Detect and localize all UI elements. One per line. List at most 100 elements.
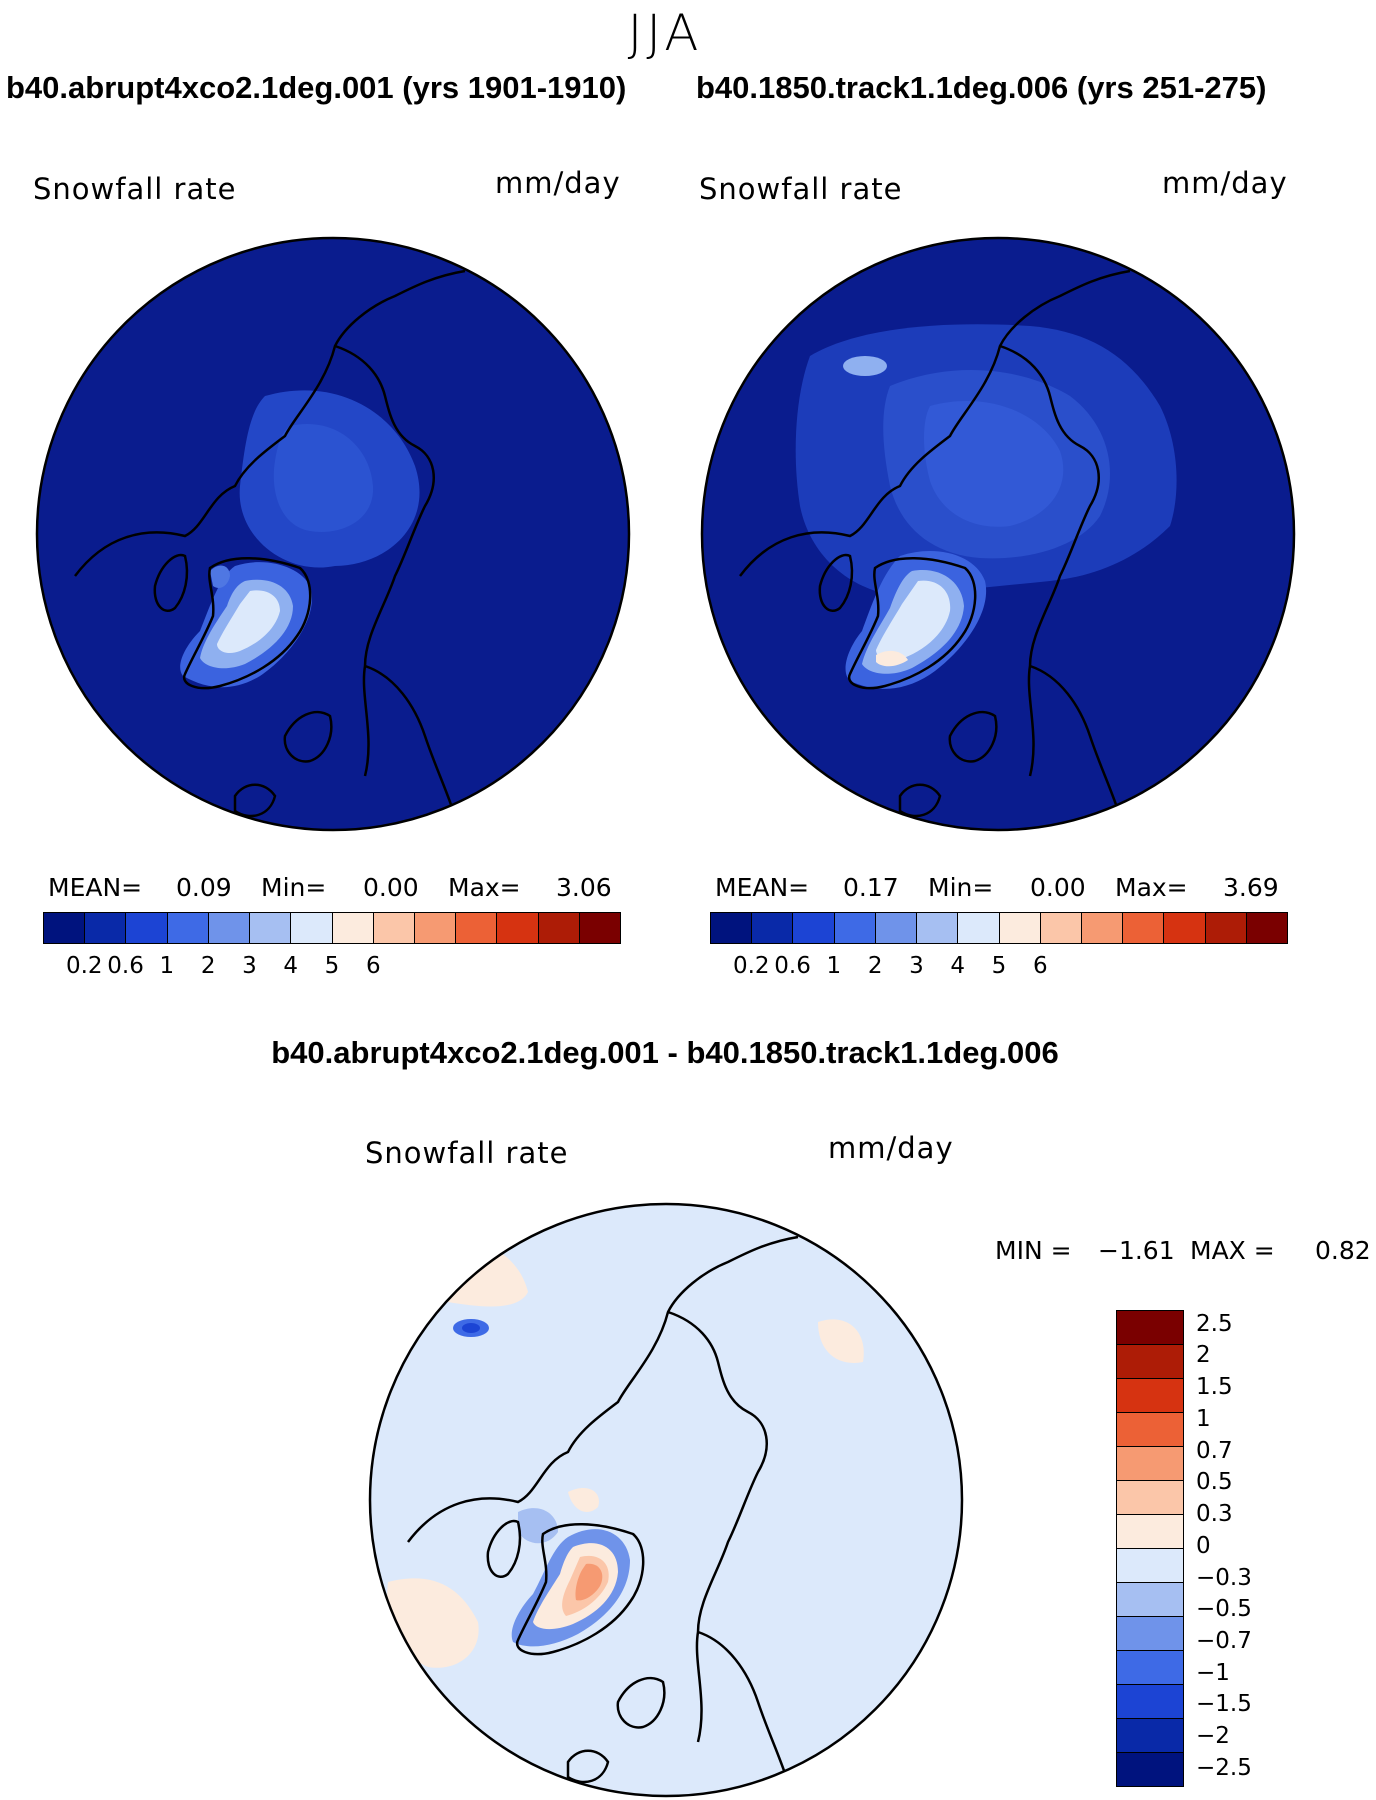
panel-1-colorbar-box-0: [44, 913, 86, 943]
panel-3-colorbar-box-2: [1117, 1379, 1183, 1413]
panel-1-colorbar-box-7: [332, 913, 374, 943]
panel-2-colorbar-box-2: [793, 913, 835, 943]
panel-2-max-value: 3.69: [1223, 873, 1279, 902]
panel-2-colorbar-tick-label: 6: [1032, 953, 1048, 979]
panel-3-colorbar-box-10: [1117, 1651, 1183, 1685]
panel-1-colorbar-ticks: 0.2 0.6 1 2 3 4 5 6: [43, 953, 621, 983]
panel-3-positive-patch-west: [387, 1578, 479, 1668]
panel-3-colorbar-box-13: [1117, 1753, 1183, 1786]
panel-2-colorbar-box-11: [1164, 913, 1206, 943]
panel-3-coastlines: [407, 1235, 799, 1784]
panel-1-title: b40.abrupt4xco2.1deg.001 (yrs 1901-1910): [6, 70, 627, 105]
panel-1-colorbar-tick-label: 2: [200, 953, 216, 979]
panel-2-colorbar-box-13: [1246, 913, 1288, 943]
panel-1-colorbar-box-11: [497, 913, 539, 943]
panel-3-colorbar-box-1: [1117, 1345, 1183, 1379]
panel-2-max-label: Max=: [1115, 873, 1188, 902]
panel-2-arctic-core: [924, 401, 1064, 527]
panel-3-colorbar-box-12: [1117, 1719, 1183, 1753]
panel-1-variable-label: Snowfall rate: [33, 172, 237, 206]
panel-1-coastlines: [74, 269, 466, 818]
panel-2-colorbar-box-10: [1123, 913, 1165, 943]
panel-2-title: b40.1850.track1.1deg.006 (yrs 251-275): [696, 70, 1267, 105]
panel-2-colorbar-box-5: [917, 913, 959, 943]
panel-1-units-label: mm/day: [495, 166, 621, 200]
panel-1-baffin-field: [210, 565, 230, 588]
panel-1-colorbar-tick-label: 4: [283, 953, 299, 979]
panel-2-min-label: Min=: [928, 873, 994, 902]
panel-3-colorbar-box-6: [1117, 1515, 1183, 1549]
panel-1-colorbar-tick-label: 0.6: [107, 953, 144, 979]
panel-2-colorbar-tick-label: 2: [867, 953, 883, 979]
panel-3-colorbar-tick-label: 0.3: [1196, 1501, 1233, 1528]
panel-3-colorbar-tick-label: −0.3: [1196, 1564, 1252, 1591]
panel-3-greenland-positive-core: [575, 1563, 603, 1601]
panel-1-colorbar-tick-label: 6: [365, 953, 381, 979]
panel-2-colorbar-box-4: [875, 913, 918, 943]
panel-3-colorbar-tick-label: 0.7: [1196, 1437, 1233, 1464]
panel-1-colorbar-box-12: [538, 913, 580, 943]
panel-2-mean-value: 0.17: [843, 873, 899, 902]
panel-1-colorbar-box-2: [126, 913, 168, 943]
panel-3-minmax: MIN = −1.61 MAX = 0.82: [995, 1236, 1375, 1266]
panel-3-colorbar-box-7: [1117, 1549, 1183, 1583]
panel-2-colorbar-tick-label: 4: [950, 953, 966, 979]
panel-3-colorbar-box-5: [1117, 1481, 1183, 1515]
panel-2-colorbar-tick-label: 3: [909, 953, 924, 979]
panel-2-map-border: [700, 236, 1296, 832]
panel-3-colorbar-tick-label: 1: [1196, 1405, 1211, 1432]
panel-3-colorbar-box-9: [1117, 1617, 1183, 1651]
panel-2-colorbar-box-9: [1081, 913, 1124, 943]
panel-1-colorbar: [43, 912, 621, 944]
difference-panel-title: b40.abrupt4xco2.1deg.001 - b40.1850.trac…: [271, 1035, 1059, 1070]
panel-3-min-value: −1.61: [1098, 1236, 1175, 1265]
panel-1-map-border: [35, 236, 631, 832]
panel-2-units-label: mm/day: [1162, 166, 1288, 200]
panel-1-colorbar-tick-label: 1: [159, 953, 175, 979]
panel-3-colorbar-tick-label: 0.5: [1196, 1469, 1233, 1496]
panel-1-colorbar-box-8: [373, 913, 415, 943]
panel-2-min-value: 0.00: [1030, 873, 1086, 902]
panel-2-colorbar-box-8: [1040, 913, 1082, 943]
panel-2-colorbar-box-6: [958, 913, 1000, 943]
panel-1-min-label: Min=: [261, 873, 327, 902]
panel-1-min-value: 0.00: [363, 873, 419, 902]
panel-3-negative-patch: [518, 1508, 558, 1544]
panel-1-colorbar-box-6: [291, 913, 333, 943]
panel-2-colorbar-tick-label: 0.2: [732, 953, 770, 979]
panel-1-colorbar-box-13: [579, 913, 621, 943]
panel-3-variable-label: Snowfall rate: [365, 1136, 569, 1170]
panel-2-colorbar-box-3: [834, 913, 876, 943]
panel-1-colorbar-tick-label: 3: [242, 953, 257, 979]
panel-1-colorbar-box-10: [456, 913, 498, 943]
panel-3-colorbar-box-8: [1117, 1583, 1183, 1617]
panel-3-colorbar-box-0: [1117, 1311, 1183, 1345]
panel-2-colorbar-box-12: [1205, 913, 1247, 943]
panel-1-colorbar-box-3: [167, 913, 209, 943]
panel-2-colorbar-tick-label: 1: [826, 953, 842, 979]
panel-3-polar-map: [368, 1202, 964, 1798]
panel-2-greenland-max: [876, 650, 908, 667]
panel-1-colorbar-tick-label: 5: [324, 953, 340, 979]
panel-1-colorbar-box-5: [250, 913, 292, 943]
panel-3-max-label: MAX =: [1190, 1236, 1275, 1265]
panel-1-colorbar-box-1: [85, 913, 127, 943]
panel-3-colorbar-tick-label: −1.5: [1196, 1691, 1252, 1718]
panel-3-units-label: mm/day: [828, 1131, 954, 1165]
panel-3-colorbar-box-3: [1117, 1413, 1183, 1447]
panel-1-mean-value: 0.09: [176, 873, 232, 902]
panel-2-colorbar-box-1: [752, 913, 794, 943]
panel-3-max-value: 0.82: [1315, 1236, 1371, 1265]
panel-3-colorbar-tick-label: 2.5: [1196, 1310, 1233, 1337]
panel-3-colorbar-box-4: [1117, 1447, 1183, 1481]
panel-1-colorbar-box-4: [208, 913, 251, 943]
panel-3-colorbar-tick-label: −0.5: [1196, 1596, 1252, 1623]
panel-2-colorbar-tick-label: 0.6: [774, 953, 811, 979]
panel-3-colorbar-ticks: 2.5 2 1.5 1 0.7 0.5 0.3 0 −0.3 −0.5 −0.7 −1 −1.5 −2 −2…: [1196, 1310, 1346, 1787]
panel-3-positive-patch-center: [568, 1487, 599, 1512]
panel-2-variable-label: Snowfall rate: [699, 172, 903, 206]
panel-1-mean-label: MEAN=: [48, 873, 143, 902]
panel-2-polar-map: [700, 236, 1296, 832]
panel-1-arctic-core: [273, 424, 374, 532]
panel-3-colorbar-tick-label: 2: [1196, 1342, 1211, 1369]
